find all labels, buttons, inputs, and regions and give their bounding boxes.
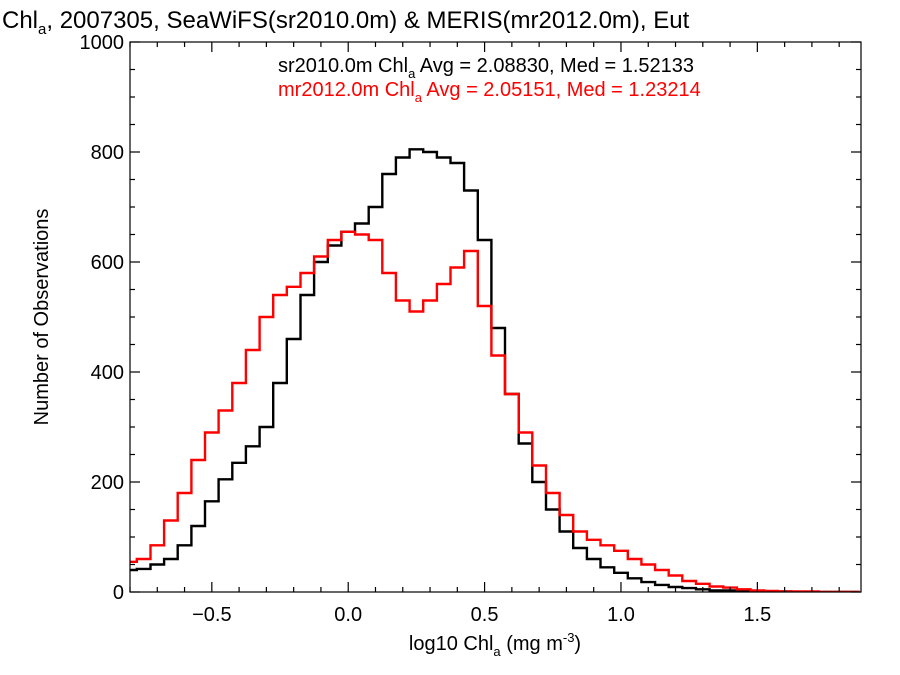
y-tick-label: 200	[91, 472, 124, 494]
plot-frame	[129, 41, 862, 593]
x-tick-label: 1.5	[743, 604, 771, 626]
y-axis-label: Number of Observations	[31, 209, 53, 426]
x-tick-label: 0.5	[471, 604, 499, 626]
chart-title: Chla, 2007305, SeaWiFS(sr2010.0m) & MERI…	[2, 7, 690, 38]
legend-entry-sr2010: sr2010.0m Chla Avg = 2.08830, Med = 1.52…	[278, 55, 694, 81]
y-tick-label: 0	[113, 582, 124, 604]
y-tick-label: 600	[91, 252, 124, 274]
legend-entry-mr2012: mr2012.0m Chla Avg = 2.05151, Med = 1.23…	[278, 79, 701, 105]
x-tick-label: −0.5	[192, 604, 231, 626]
series-layer	[130, 148, 860, 592]
y-tick-label: 1000	[80, 32, 125, 54]
y-tick-label: 400	[91, 362, 124, 384]
x-axis-label: log10 Chla (mg m-3)	[409, 630, 581, 659]
y-tick-label: 800	[91, 142, 124, 164]
series-line-sr2010-0m	[130, 148, 860, 592]
x-tick-label: 0.0	[334, 604, 362, 626]
x-tick-label: 1.0	[607, 604, 635, 626]
axis-ticks: −0.5 0.0 0.5 1.0 1.5 0 200 400 600 800 1000	[80, 32, 861, 626]
series-line-mr2012-0m	[130, 230, 860, 592]
